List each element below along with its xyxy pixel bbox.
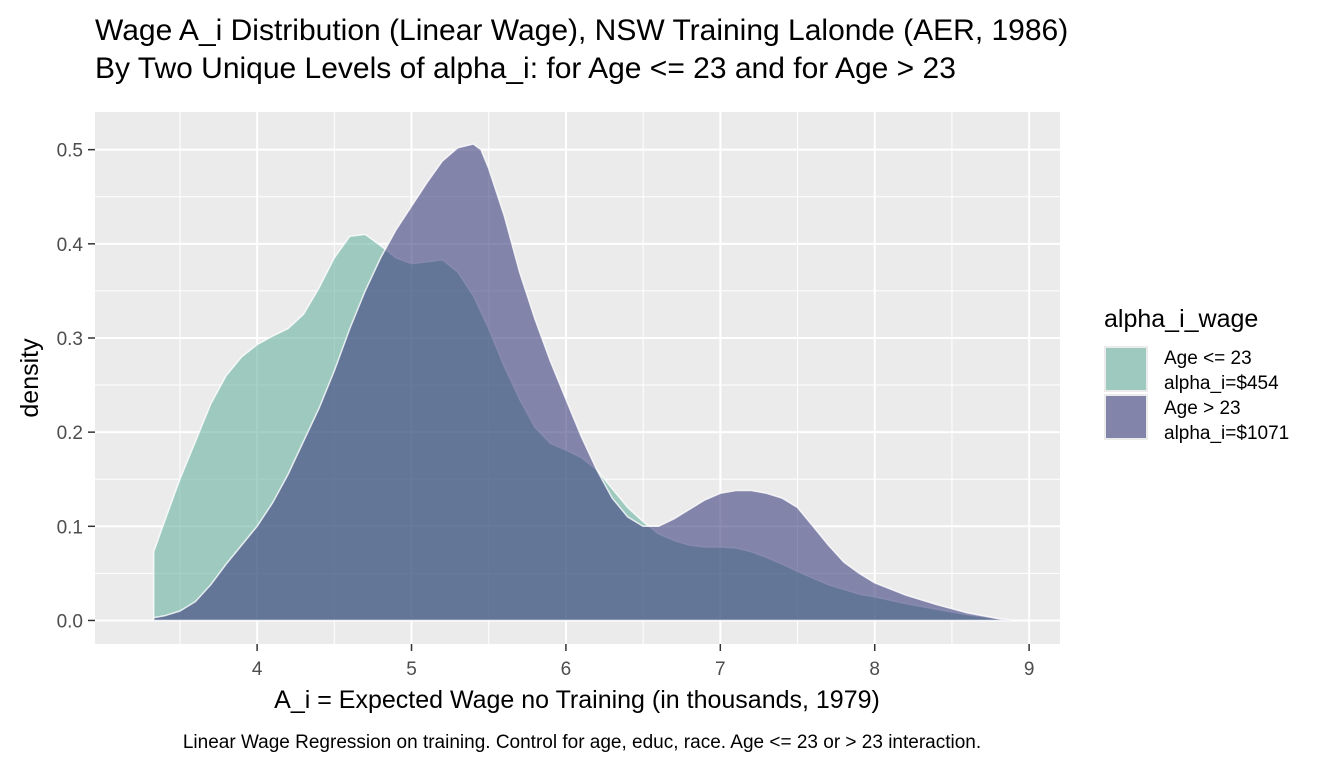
- chart-title: Wage A_i Distribution (Linear Wage), NSW…: [95, 14, 1068, 47]
- y-tick-label: 0.1: [57, 517, 83, 538]
- legend-label-age-gt-23-line1: Age > 23: [1164, 398, 1241, 419]
- chart-caption: Linear Wage Regression on training. Cont…: [183, 732, 981, 753]
- legend-label-age-gt-23-line2: alpha_i=$1071: [1164, 423, 1289, 444]
- x-tick-label: 7: [715, 659, 726, 680]
- legend: alpha_i_wage Age <= 23 alpha_i=$454 Age …: [1104, 305, 1289, 444]
- legend-label-age-le-23-line2: alpha_i=$454: [1164, 373, 1279, 394]
- x-tick-label: 6: [561, 659, 572, 680]
- x-axis-title: A_i = Expected Wage no Training (in thou…: [274, 686, 880, 714]
- density-areas: [152, 143, 1014, 622]
- legend-swatch-age-le-23: [1106, 348, 1146, 390]
- x-tick-label: 4: [252, 659, 263, 680]
- y-axis-title: density: [16, 338, 44, 418]
- density-area-age-gt-23: [152, 143, 1014, 622]
- y-axis-ticks: 0.0 0.1 0.2 0.3 0.4 0.5: [57, 141, 95, 632]
- y-tick-label: 0.4: [57, 235, 84, 256]
- y-tick-label: 0.5: [57, 141, 83, 162]
- legend-label-age-le-23: Age <= 23 alpha_i=$454: [1164, 348, 1279, 394]
- legend-title: alpha_i_wage: [1104, 305, 1258, 333]
- y-tick-label: 0.3: [57, 329, 83, 350]
- x-tick-label: 9: [1024, 659, 1035, 680]
- y-tick-label: 0.0: [57, 611, 83, 632]
- legend-swatch-age-gt-23: [1106, 396, 1146, 438]
- y-tick-label: 0.2: [57, 423, 83, 444]
- x-axis-ticks: 4 5 6 7 8 9: [252, 644, 1035, 680]
- legend-label-age-le-23-line1: Age <= 23: [1164, 348, 1252, 369]
- x-tick-label: 5: [406, 659, 417, 680]
- x-tick-label: 8: [869, 659, 880, 680]
- legend-label-age-gt-23: Age > 23 alpha_i=$1071: [1164, 398, 1289, 444]
- chart-subtitle: By Two Unique Levels of alpha_i: for Age…: [95, 52, 956, 85]
